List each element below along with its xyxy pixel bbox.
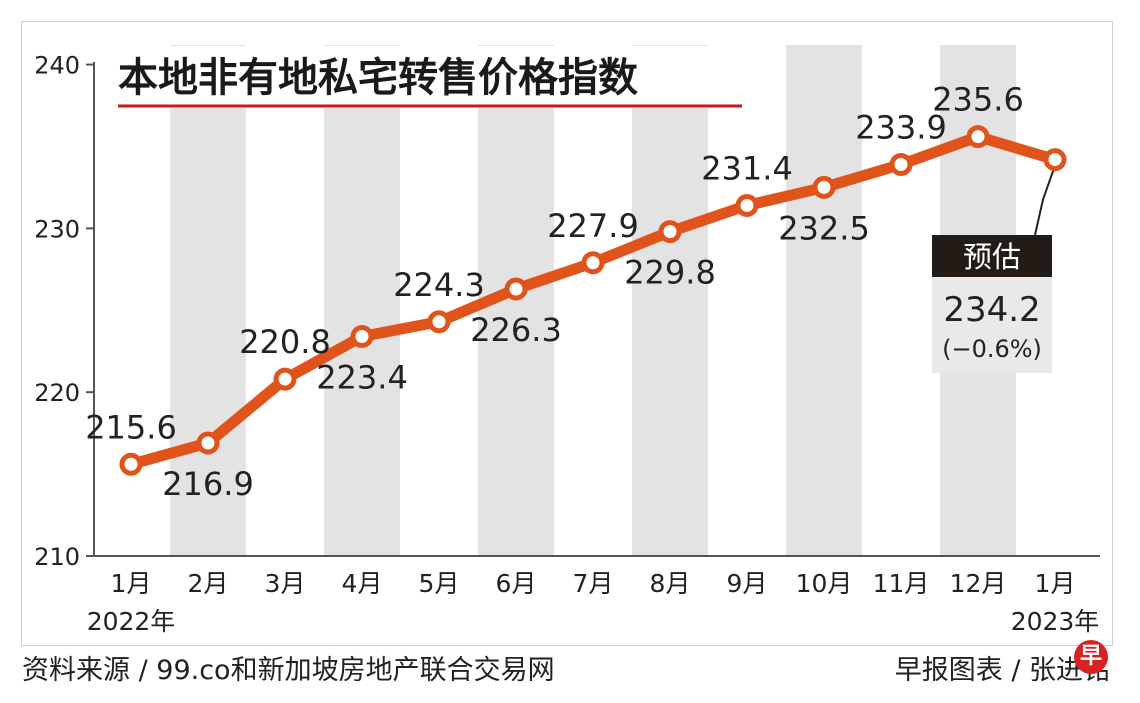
data-point-10 [812,175,836,199]
x-tick-label-4: 4月 [342,569,383,598]
data-label-4: 223.4 [316,358,408,396]
data-label-5: 224.3 [393,266,485,304]
column-band-10 [786,45,862,556]
x-tick-label-7: 7月 [573,569,614,598]
estimate-change: (−0.6%) [942,335,1042,363]
data-point-7 [581,251,605,275]
year-label-2023: 2023年 [1011,607,1100,636]
estimate-label: 预估 [963,240,1021,274]
data-point-2 [196,431,220,455]
source-note: 资料来源 / 99.co和新加坡房地产联合交易网 [22,655,555,686]
title-background [110,46,742,108]
data-point-9 [735,193,759,217]
x-tick-label-2: 2月 [188,569,229,598]
data-label-3: 220.8 [239,323,331,361]
data-label-6: 226.3 [470,311,562,349]
estimate-leader-line [1034,165,1056,236]
x-tick-label-9: 9月 [727,569,768,598]
estimate-value-box [932,277,1052,373]
x-tick-label-5: 5月 [419,569,460,598]
chart-title: 本地非有地私宅转售价格指数 [118,55,638,101]
y-tick-label-210: 210 [34,543,80,571]
x-tick-label-8: 8月 [650,569,691,598]
x-tick-label-10: 10月 [796,569,853,598]
y-tick-label-240: 240 [34,52,80,80]
y-tick-label-230: 230 [34,215,80,243]
data-point-8 [658,220,682,244]
estimate-value: 234.2 [943,290,1040,330]
x-tick-label-11: 11月 [873,569,930,598]
data-label-9: 231.4 [701,149,793,187]
data-label-2: 216.9 [162,465,254,503]
year-label-2022: 2022年 [87,607,176,636]
x-tick-label-6: 6月 [496,569,537,598]
column-band-2 [170,45,246,556]
zaobao-logo: 早 [1074,640,1108,674]
y-tick-label-220: 220 [34,379,80,407]
data-label-8: 229.8 [624,254,716,292]
data-point-6 [504,277,528,301]
data-point-5 [427,310,451,334]
estimate-header-box [932,235,1052,277]
data-point-13 [1043,148,1067,172]
data-label-11: 233.9 [855,108,947,146]
x-tick-label-13: 1月 [1035,569,1076,598]
data-label-10: 232.5 [778,209,870,247]
data-point-11 [889,152,913,176]
data-label-12: 235.6 [932,81,1024,119]
data-label-7: 227.9 [547,207,639,245]
x-tick-label-1: 1月 [111,569,152,598]
column-band-8 [632,45,708,556]
column-band-4 [324,45,400,556]
data-point-1 [119,452,143,476]
x-tick-label-3: 3月 [265,569,306,598]
x-tick-label-12: 12月 [950,569,1007,598]
data-label-1: 215.6 [85,408,177,446]
series-line [125,131,1061,470]
data-point-4 [350,324,374,348]
data-point-12 [966,125,990,149]
data-point-3 [273,367,297,391]
